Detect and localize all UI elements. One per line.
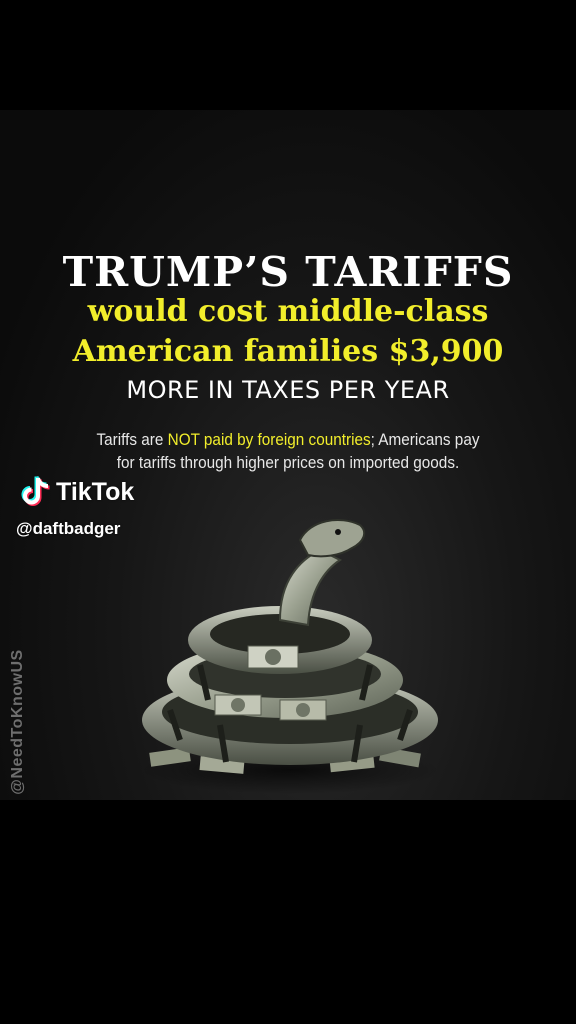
tariff-note: Tariffs are NOT paid by foreign countrie…	[65, 428, 511, 474]
tariff-note-part-3: ; Americans pay	[370, 430, 480, 449]
tiktok-wordmark: TikTok	[56, 477, 135, 506]
money-snake-illustration	[140, 519, 440, 794]
watermark: @NeedToKnowUS	[9, 649, 26, 795]
headline-line-4: MORE IN TAXES PER YEAR	[126, 376, 450, 404]
headline-title: TRUMP’S TARIFFS	[62, 248, 514, 296]
tariff-note-highlight: NOT paid by foreign countries	[167, 430, 371, 449]
headline-line-3: American families $3,900	[72, 334, 504, 369]
creator-handle[interactable]: @daftbadger	[16, 519, 121, 538]
headline-line-2: would cost middle-class	[87, 294, 489, 329]
infographic-card: TRUMP’S TARIFFS would cost middle-class …	[0, 110, 576, 800]
tiktok-badge: TikTok	[18, 474, 134, 510]
tiktok-note-icon	[21, 475, 50, 506]
tariff-note-part-4: for tariffs through higher prices on imp…	[116, 453, 460, 472]
tariff-note-part-1: Tariffs are	[96, 430, 168, 449]
